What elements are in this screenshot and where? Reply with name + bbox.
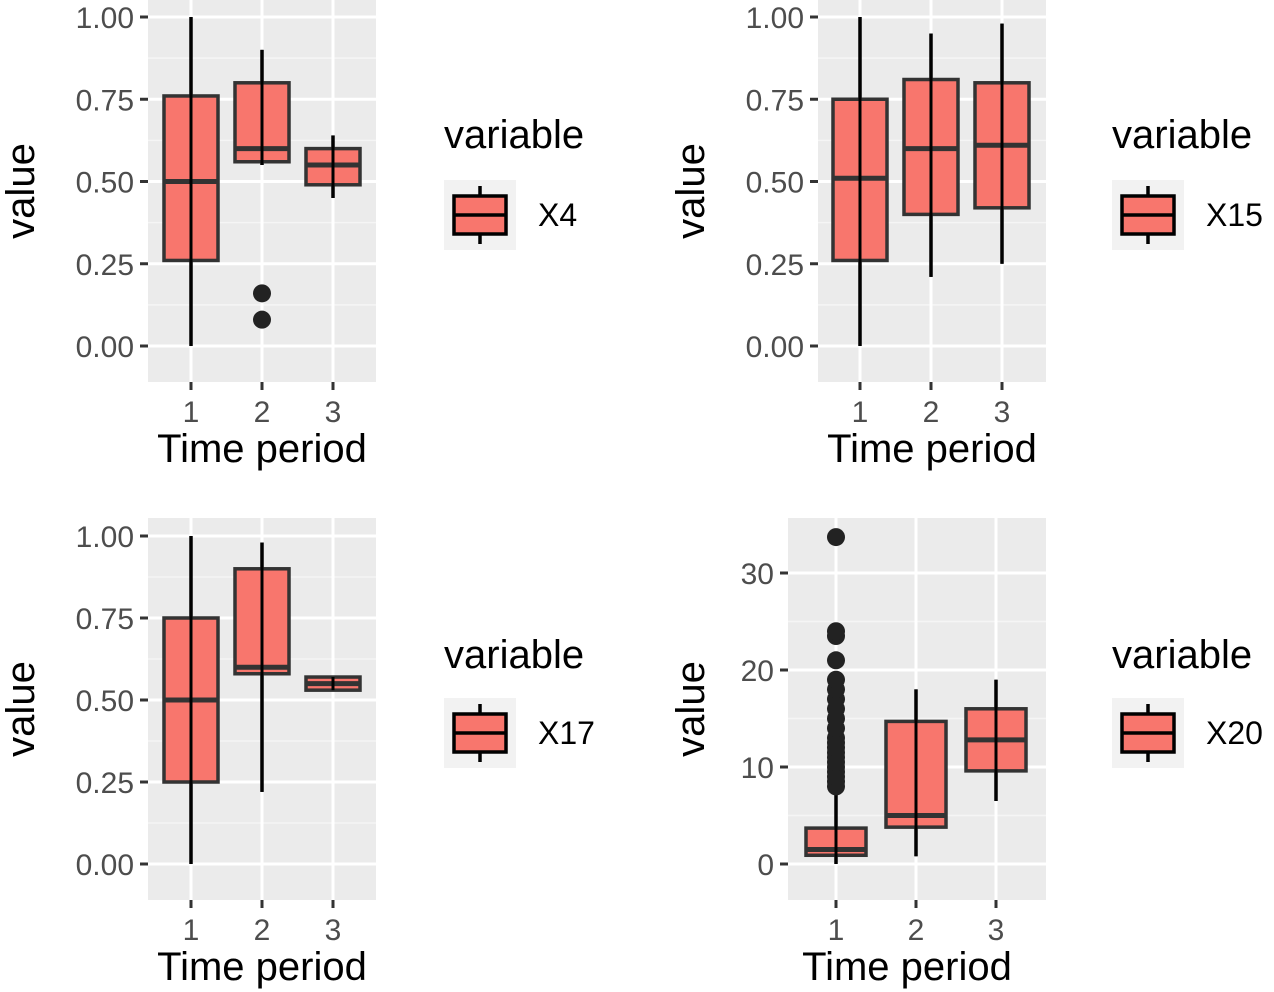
box-2 [233,542,291,792]
legend-title: variable [444,113,584,157]
box-3 [964,679,1028,801]
box-1 [162,536,220,864]
legend-label: X4 [538,197,577,233]
y-tick-label: 10 [741,752,774,785]
y-axis-title: value [669,661,713,757]
outlier-point [253,310,271,329]
y-tick-label: 1.00 [76,521,134,554]
x-tick-label: 2 [254,396,271,429]
y-tick-label: 0.50 [76,167,134,200]
x-axis-title: Time period [827,427,1037,471]
y-tick-label: 0 [757,849,774,882]
legend-label: X15 [1206,197,1263,233]
y-tick-label: 0.00 [746,331,804,364]
y-axis-title: value [0,143,43,239]
x-tick-label: 3 [325,396,342,429]
y-axis-title: value [0,661,43,757]
x-axis-title: Time period [157,427,367,471]
x-tick-label: 1 [852,396,869,429]
box-2 [233,49,291,329]
outlier-point [827,670,845,689]
x-tick-label: 2 [923,396,940,429]
legend: variable X4 [444,113,584,250]
box-2 [884,689,948,857]
box-3 [304,675,362,692]
x-tick-label: 1 [828,914,845,947]
x-axis-title: Time period [802,945,1012,989]
y-tick-label: 0.25 [76,767,134,800]
outlier-point [253,284,271,303]
y-tick-label: 30 [741,558,774,591]
box-2 [902,33,960,277]
box-3 [304,135,362,198]
box-1 [162,17,220,346]
y-tick-label: 0.00 [76,849,134,882]
y-tick-label: 0.50 [76,685,134,718]
legend-title: variable [444,633,584,677]
y-tick-label: 1.00 [76,2,134,35]
y-tick-label: 0.75 [76,603,134,636]
y-tick-label: 0.00 [76,331,134,364]
outlier-point [827,622,845,641]
x-tick-label: 3 [325,914,342,947]
y-tick-label: 20 [741,655,774,688]
y-tick-label: 0.25 [76,249,134,282]
legend: variable X15 [1112,113,1263,250]
outlier-point [827,528,845,547]
legend: variable X20 [1112,633,1263,768]
x-tick-label: 2 [908,914,925,947]
y-tick-label: 1.00 [746,2,804,35]
y-tick-label: 0.75 [746,84,804,117]
box-1 [804,528,868,864]
y-tick-label: 0.50 [746,167,804,200]
x-axis-title: Time period [157,945,367,989]
x-tick-label: 3 [988,914,1005,947]
legend-title: variable [1112,633,1252,677]
x-tick-label: 3 [994,396,1011,429]
x-tick-label: 1 [183,396,200,429]
legend: variable X17 [444,633,595,768]
legend-label: X17 [538,715,595,751]
y-tick-label: 0.75 [76,84,134,117]
x-tick-label: 2 [254,914,271,947]
y-axis-title: value [669,143,713,239]
legend-title: variable [1112,113,1252,157]
legend-label: X20 [1206,715,1263,751]
y-tick-label: 0.25 [746,249,804,282]
box-3 [973,23,1031,264]
outlier-point [827,651,845,670]
x-tick-label: 1 [183,914,200,947]
box-1 [831,17,889,346]
